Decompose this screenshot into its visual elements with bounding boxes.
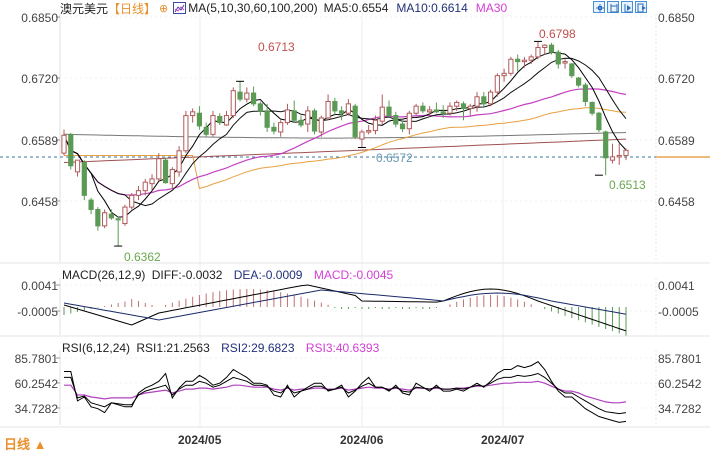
macd-title-row: MACD(26,12,9) DIFF:-0.0032 DEA:-0.0009 M… xyxy=(62,268,393,282)
macd-axis-left-0: 0.0041 xyxy=(21,279,58,293)
macd-dea: DEA:-0.0009 xyxy=(233,268,303,282)
rsi-axis-left-2: 34.7282 xyxy=(14,402,58,416)
export-icon[interactable] xyxy=(635,1,647,13)
play-forward-icon[interactable] xyxy=(621,1,633,13)
low-annotation-2: 0.6513 xyxy=(609,178,646,192)
high-annotation-2: 0.6798 xyxy=(539,27,576,41)
rsi-title-row: RSI(6,12,24) RSI1:21.2563 RSI2:29.6823 R… xyxy=(62,341,379,355)
chart-toolbar xyxy=(593,1,647,13)
x-label-june: 2024/06 xyxy=(340,433,384,447)
macd-value: MACD:-0.0045 xyxy=(313,268,394,282)
rsi-axis-left-0: 85.7801 xyxy=(14,352,58,366)
price-axis-left-2: 0.6589 xyxy=(21,134,58,148)
macd-params: MACD(26,12,9) xyxy=(62,268,146,282)
macd-diff: DIFF:-0.0032 xyxy=(151,268,223,282)
rsi3-value: RSI3:40.6393 xyxy=(305,341,380,355)
zoom-range-icon[interactable] xyxy=(607,1,619,13)
low-annotation-1: 0.6362 xyxy=(124,250,161,264)
x-label-may: 2024/05 xyxy=(178,433,222,447)
price-axis-left-0: 0.6850 xyxy=(21,11,58,25)
rsi-axis-right-1: 60.2542 xyxy=(658,377,702,391)
ma10-value: MA10:0.6614 xyxy=(396,1,468,15)
price-axis-right-0: 0.6850 xyxy=(658,11,695,25)
period-selector[interactable]: 日线 ▲ xyxy=(4,437,47,452)
rsi2-value: RSI2:29.6823 xyxy=(221,341,295,355)
crosshair-icon[interactable] xyxy=(593,1,605,13)
rsi1-value: RSI1:21.2563 xyxy=(136,341,210,355)
rsi-axis-right-0: 85.7801 xyxy=(658,352,702,366)
price-axis-right-1: 0.6720 xyxy=(658,72,695,86)
chart-header: 澳元美元 【日线】 ⊕ MA(5,10,30,60,100,200) MA5:0… xyxy=(60,0,507,16)
rsi-axis-left-1: 60.2542 xyxy=(14,377,58,391)
price-axis-right-3: 0.6458 xyxy=(658,195,695,209)
ma5-value: MA5:0.6554 xyxy=(323,1,389,15)
macd-axis-right-1: -0.0005 xyxy=(658,305,699,319)
price-axis-left-3: 0.6458 xyxy=(21,195,58,209)
rsi-params: RSI(6,12,24) xyxy=(62,341,131,355)
macd-axis-left-1: -0.0005 xyxy=(17,305,58,319)
x-label-july: 2024/07 xyxy=(481,433,525,447)
symbol-title: 澳元美元 xyxy=(60,1,109,16)
ma-chart-icon[interactable] xyxy=(173,2,187,14)
price-axis-left-1: 0.6720 xyxy=(21,72,58,86)
ma30-label: MA30 xyxy=(475,1,508,15)
price-axis-right-2: 0.6589 xyxy=(658,134,695,148)
ma-params-label: MA(5,10,30,60,100,200) xyxy=(188,1,318,15)
rsi-axis-right-2: 34.7282 xyxy=(658,402,702,416)
period-tag[interactable]: 【日线】 xyxy=(108,1,157,16)
circle-plus-icon[interactable]: ⊕ xyxy=(159,2,169,15)
reference-line-label: 0.6572 xyxy=(376,151,413,165)
macd-axis-right-0: 0.0041 xyxy=(658,279,695,293)
high-annotation-1: 0.6713 xyxy=(258,40,295,54)
